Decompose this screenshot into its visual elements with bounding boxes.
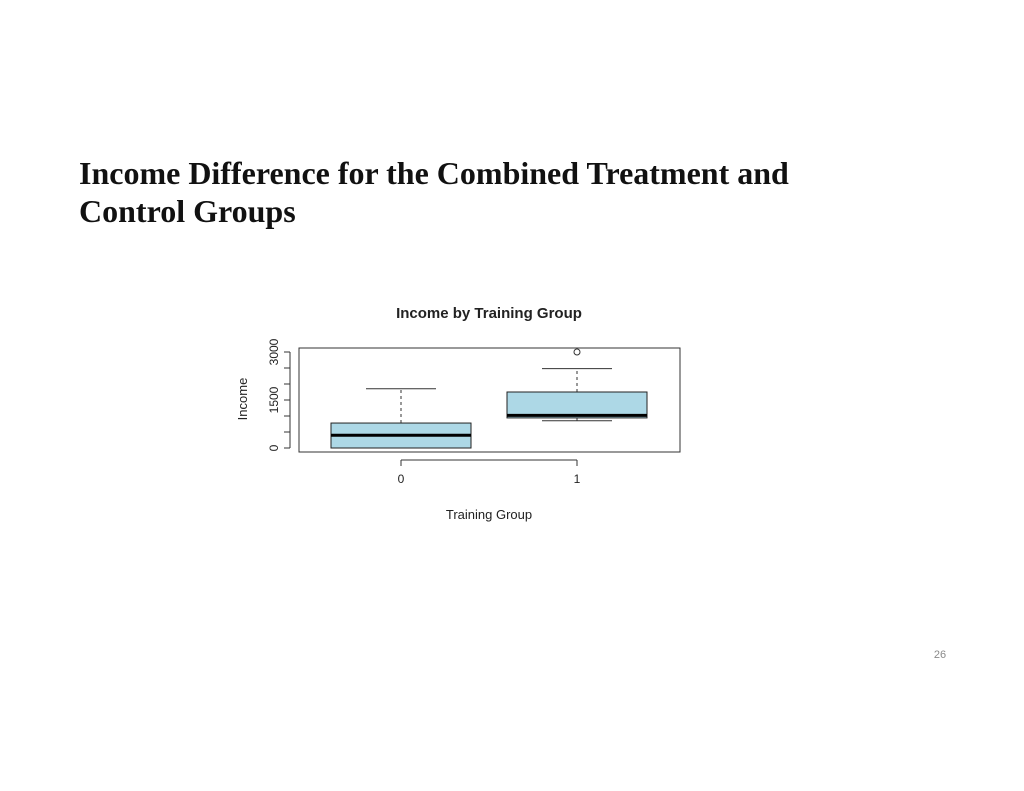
x-axis-label: Training Group xyxy=(446,507,532,522)
x-tick-label: 1 xyxy=(574,472,581,486)
x-tick-label: 0 xyxy=(398,472,405,486)
y-tick-label: 3000 xyxy=(267,338,281,365)
slide-title-line-1: Income Difference for the Combined Treat… xyxy=(79,155,789,191)
box-group-0 xyxy=(330,388,472,449)
y-tick-label: 0 xyxy=(267,444,281,451)
box-series xyxy=(330,348,648,449)
y-tick-label: 1500 xyxy=(267,386,281,413)
slide-title-line-2: Control Groups xyxy=(79,193,296,229)
outlier-point xyxy=(573,348,581,356)
slide-title: Income Difference for the Combined Treat… xyxy=(79,154,879,230)
plot-frame xyxy=(298,347,681,453)
y-axis: 0 1500 3000 xyxy=(267,338,291,451)
iqr-box xyxy=(506,391,648,419)
page-number: 26 xyxy=(933,649,947,661)
chart-title: Income by Training Group xyxy=(396,305,582,322)
y-axis-label: Income xyxy=(235,378,250,421)
box-group-1 xyxy=(506,348,648,422)
